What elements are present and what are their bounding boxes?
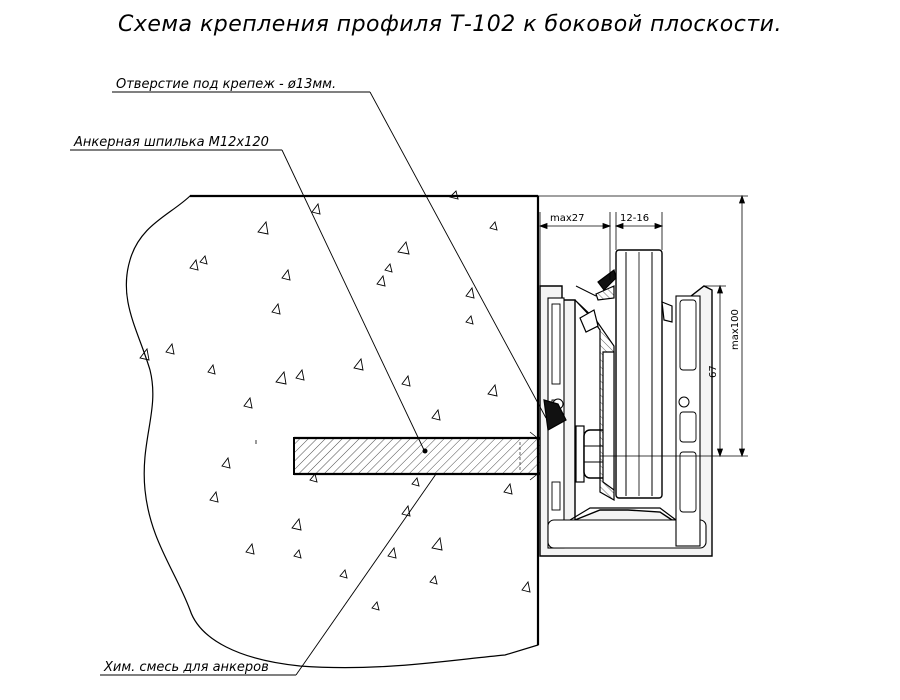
label-hole: Отверстие под крепеж - ø13мм. xyxy=(116,77,336,92)
label-chem-mix: Хим. смесь для анкеров xyxy=(103,660,269,675)
anchor-rod xyxy=(255,436,581,476)
concrete-wall xyxy=(125,194,540,669)
glass-panel xyxy=(615,249,663,499)
dimension-lines xyxy=(536,194,748,458)
drawing-title: Схема крепления профиля Т-102 к боковой … xyxy=(118,12,782,37)
leader-lines xyxy=(70,91,547,676)
profile-t102 xyxy=(539,285,713,557)
dim-max27: max27 xyxy=(550,213,585,224)
label-anchor: Анкерная шпилька М12х120 xyxy=(73,135,269,150)
clamp-wedge xyxy=(543,268,673,502)
dim-67: 67 xyxy=(708,365,719,378)
chemical-mix xyxy=(529,431,541,481)
dim-max100: max100 xyxy=(730,309,741,350)
dim-gap: 12-16 xyxy=(620,213,649,224)
concrete-aggregate xyxy=(139,190,531,611)
